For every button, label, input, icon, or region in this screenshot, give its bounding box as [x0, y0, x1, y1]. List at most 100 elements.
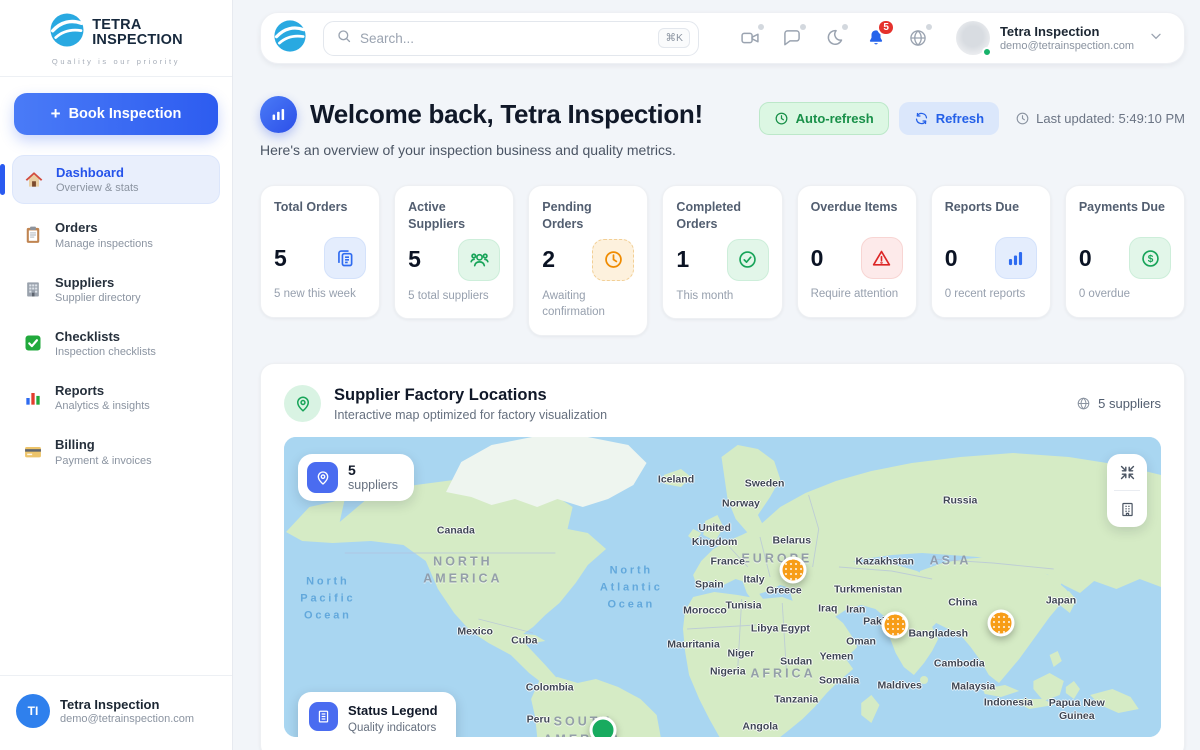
map-controls [1107, 454, 1147, 528]
collapse-map-button[interactable] [1107, 454, 1147, 490]
chart-icon [22, 387, 44, 409]
stat-title: Pending Orders [542, 200, 592, 231]
topbar-user-menu[interactable]: Tetra Inspection demo@tetrainspection.co… [952, 17, 1170, 59]
topbar-icons: 5 [732, 19, 936, 56]
brand-tagline: Quality is our priority [51, 57, 181, 66]
stat-value: 0 [1078, 244, 1092, 271]
sidebar-item-billing[interactable]: Billing Payment & invoices [12, 428, 220, 475]
stat-card[interactable]: Pending Orders 2 Awaiting confirmation [528, 185, 649, 337]
plus-icon: + [50, 104, 61, 123]
stat-value: 0 [944, 244, 958, 271]
sidebar-item-desc: Analytics & insights [55, 400, 150, 413]
clipboard-icon [22, 224, 44, 246]
stat-card[interactable]: Completed Orders 1 This month [662, 185, 783, 320]
world-map-graphic [284, 437, 1161, 738]
supplier-marker[interactable] [589, 716, 617, 738]
page-title: Welcome back, Tetra Inspection! [310, 99, 703, 129]
world-map[interactable]: Iceland Sweden Norway Russia Canada United Ki… [284, 437, 1161, 738]
avatar: TI [16, 694, 50, 728]
sidebar-item-suppliers[interactable]: Suppliers Supplier directory [12, 266, 220, 313]
stat-card[interactable]: Total Orders 5 5 new this week [260, 185, 381, 318]
map-section-title: Supplier Factory Locations [334, 385, 547, 404]
topbar-logo-icon [273, 19, 307, 58]
legend-subtitle: Quality indicators [348, 721, 437, 734]
welcome-section: Welcome back, Tetra Inspection! Here's a… [260, 96, 1185, 158]
stat-title: Active Suppliers [408, 200, 466, 231]
suppliers-count: 5 suppliers [1076, 396, 1161, 411]
notification-dot [925, 24, 932, 30]
status-legend: Status Legend Quality indicators [298, 692, 456, 738]
suppliers-count-badge: 5 suppliers [298, 454, 415, 502]
sidebar-item-desc: Overview & stats [56, 182, 139, 195]
supplier-marker[interactable] [881, 611, 909, 639]
alert-triangle-icon [860, 237, 903, 279]
card-icon [22, 441, 44, 463]
stat-value: 2 [542, 246, 556, 273]
stat-card[interactable]: Reports Due 0 0 recent reports [930, 185, 1051, 318]
sidebar-item-dashboard[interactable]: Dashboard Overview & stats [0, 155, 220, 205]
sidebar-item-label: Billing [55, 437, 95, 453]
user-email: demo@tetrainspection.com [999, 40, 1134, 52]
stat-card[interactable]: Active Suppliers 5 5 total suppliers [394, 185, 515, 320]
factory-view-button[interactable] [1107, 491, 1147, 527]
stat-card[interactable]: Overdue Items 0 Require attention [796, 185, 917, 318]
stat-value: 1 [676, 246, 690, 273]
stat-desc: Awaiting confirmation [542, 289, 605, 319]
app-logo: TETRA INSPECTION Quality is our priority [0, 0, 232, 77]
sidebar-item-label: Checklists [55, 328, 121, 344]
svg-text:$: $ [1147, 254, 1153, 265]
bar-chart-icon [994, 237, 1037, 279]
sidebar-item-desc: Inspection checklists [55, 346, 156, 358]
page-subtitle: Here's an overview of your inspection bu… [260, 142, 676, 158]
book-inspection-button[interactable]: + Book Inspection [14, 93, 218, 135]
stat-title: Reports Due [944, 200, 1020, 214]
welcome-chart-icon [260, 96, 297, 133]
building-icon [22, 278, 44, 300]
badge-value: 5 [348, 461, 356, 478]
search-shortcut-badge: ⌘K [658, 28, 690, 48]
stat-desc: Require attention [810, 288, 899, 300]
stat-value: 5 [408, 246, 421, 273]
stat-desc: 0 recent reports [944, 288, 1026, 300]
user-email: demo@tetrainspection.com [60, 713, 195, 725]
stat-value: 0 [810, 244, 824, 271]
stats-row: Total Orders 5 5 new this week Active Su… [260, 185, 1185, 337]
sidebar-item-orders[interactable]: Orders Manage inspections [12, 211, 220, 258]
online-status-dot [981, 47, 992, 57]
sidebar-nav: Dashboard Overview & stats Orders Manage… [0, 155, 232, 476]
search-input-wrap: ⌘K [323, 20, 699, 56]
map-section-subtitle: Interactive map optimized for factory vi… [334, 407, 608, 422]
supplier-marker[interactable] [987, 609, 1015, 637]
video-call-button[interactable] [732, 20, 768, 56]
refresh-button[interactable]: Refresh [898, 102, 1000, 135]
chevron-down-icon [1148, 28, 1164, 49]
stat-card[interactable]: Payments Due 0 $ 0 overdue [1064, 185, 1185, 318]
language-globe-button[interactable] [900, 20, 936, 56]
stat-desc: This month [676, 289, 734, 302]
supplier-pin-icon [307, 462, 338, 494]
sidebar-item-reports[interactable]: Reports Analytics & insights [12, 374, 220, 421]
check-circle-icon [726, 238, 769, 281]
sidebar-item-checklists[interactable]: Checklists Inspection checklists [12, 320, 220, 367]
stat-title: Total Orders [274, 200, 348, 214]
legend-icon [309, 702, 338, 732]
sidebar-user-card[interactable]: TI Tetra Inspection demo@tetrainspection… [0, 675, 232, 750]
main-content: ⌘K 5 [233, 0, 1200, 750]
user-name: Tetra Inspection [60, 697, 160, 712]
supplier-marker[interactable] [779, 556, 807, 584]
sidebar-item-label: Orders [55, 220, 98, 236]
stat-title: Completed Orders [676, 200, 742, 231]
auto-refresh-toggle[interactable]: Auto-refresh [758, 102, 889, 135]
badge-label: suppliers [348, 478, 399, 493]
topbar: ⌘K 5 [260, 12, 1185, 64]
dark-mode-button[interactable] [816, 20, 852, 56]
sidebar-item-label: Dashboard [56, 165, 124, 180]
notification-dot [799, 24, 806, 30]
notification-dot [757, 24, 764, 30]
legend-title: Status Legend [348, 703, 438, 719]
search-input[interactable] [360, 30, 651, 46]
notifications-bell-button[interactable]: 5 [858, 19, 895, 56]
chat-button[interactable] [774, 20, 810, 56]
checklist-icon [22, 332, 44, 354]
